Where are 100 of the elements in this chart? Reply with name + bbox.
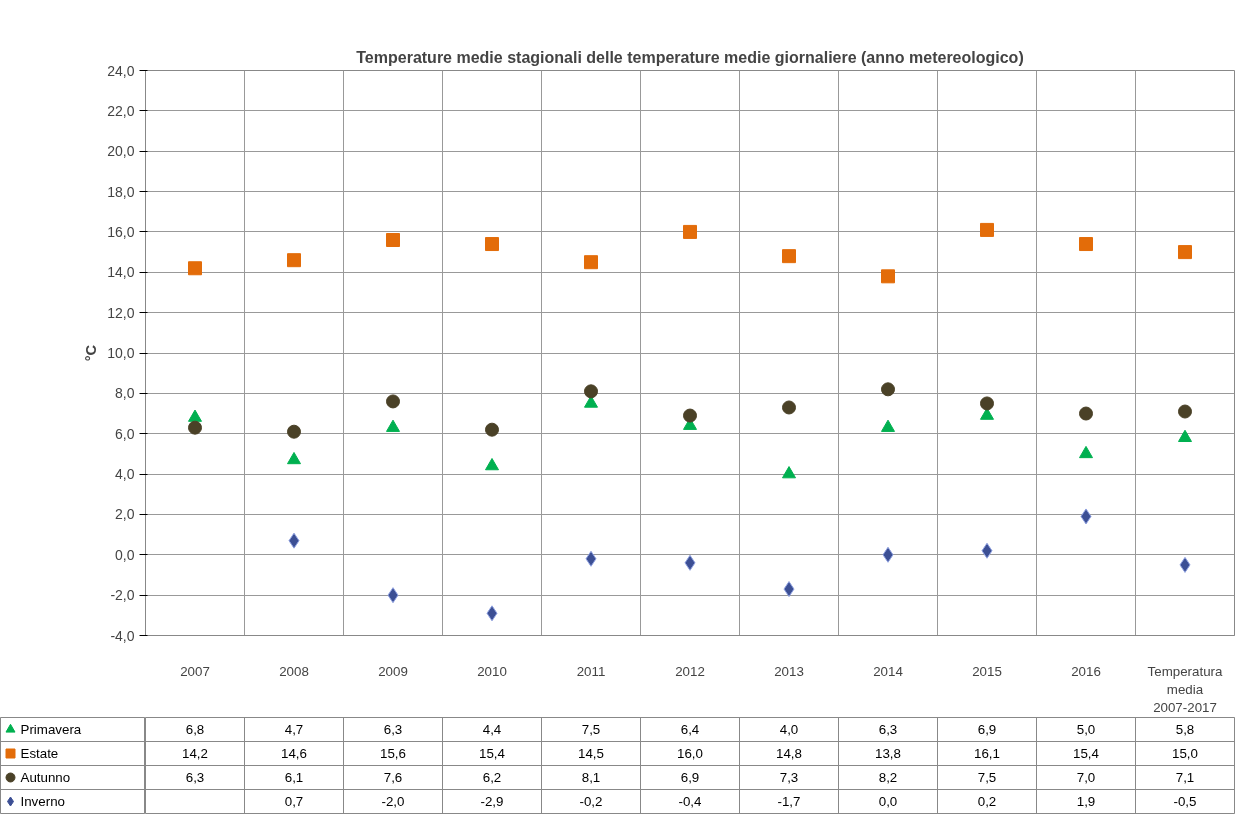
legend-label: Inverno: [20, 794, 65, 809]
data-label: 5,0: [1076, 722, 1096, 737]
data-label: 6,9: [680, 770, 700, 785]
point: [980, 222, 994, 237]
x-tick-label: 2010: [477, 663, 507, 679]
x-tick-label: 2011: [576, 663, 606, 679]
point: [683, 408, 697, 423]
point: [1178, 245, 1192, 260]
y-tick-label: 22,0: [107, 102, 135, 119]
point: [288, 532, 300, 549]
data-label: 4,7: [284, 722, 304, 737]
x-tick-label: 2008: [279, 663, 309, 679]
point: [287, 253, 301, 268]
legend-label: Primavera: [20, 722, 82, 737]
data-label: 0,2: [977, 794, 997, 809]
x-tick-label: 2009: [378, 663, 408, 679]
point: [287, 424, 301, 439]
data-label: 15,6: [380, 746, 406, 761]
data-label: 0,7: [284, 794, 304, 809]
data-label: 0,0: [878, 794, 898, 809]
data-label: 7,1: [1175, 770, 1195, 785]
data-label: 7,0: [1076, 770, 1096, 785]
data-label: 5,8: [1175, 722, 1195, 737]
legend-label: Estate: [20, 746, 59, 761]
data-label: 6,3: [185, 770, 205, 785]
point: [683, 224, 697, 239]
data-label: 1,9: [1076, 794, 1096, 809]
point: [188, 409, 202, 422]
data-label: 8,1: [581, 770, 601, 785]
y-tick-label: 16,0: [107, 223, 135, 240]
x-tick-label: Temperatura media 2007-2017: [1147, 663, 1223, 715]
point: [783, 581, 795, 598]
point: [287, 451, 301, 465]
x-tick-label: 2012: [675, 663, 705, 679]
point: [882, 546, 894, 563]
point: [386, 394, 400, 409]
point: [782, 400, 796, 415]
data-label: 8,2: [878, 770, 898, 785]
point: [485, 457, 499, 471]
point: [881, 269, 895, 284]
data-label: 14,2: [182, 746, 208, 761]
y-tick-label: 20,0: [107, 143, 135, 160]
point: [980, 396, 994, 411]
point: [485, 422, 499, 437]
point: [584, 384, 598, 399]
x-tick-label: 2007: [180, 663, 210, 679]
chart-title: Temperature medie stagionali delle temperature medie giornaliere (anno metereologico): [356, 48, 1024, 66]
data-label: -0,2: [579, 794, 603, 809]
data-label: 16,1: [974, 746, 1000, 761]
data-label: 6,3: [878, 722, 898, 737]
data-label: 14,5: [578, 746, 604, 761]
x-tick-label: 2013: [774, 663, 804, 679]
data-label: 4,0: [779, 722, 799, 737]
y-tick-label: -4,0: [110, 627, 135, 644]
x-tick-label: 2016: [1071, 663, 1101, 679]
point: [485, 237, 499, 252]
point: [881, 382, 895, 397]
point: [188, 261, 202, 276]
point: [981, 542, 993, 559]
data-label: 4,4: [482, 722, 502, 737]
point: [585, 550, 597, 567]
data-label: -0,4: [678, 794, 703, 809]
y-tick-label: 2,0: [115, 506, 135, 523]
legend-label: Autunno: [20, 770, 71, 785]
data-label: 15,4: [1073, 746, 1100, 761]
data-label: 6,8: [185, 722, 205, 737]
y-tick-label: 0,0: [115, 546, 135, 563]
y-tick-label: 8,0: [115, 385, 135, 402]
data-label: 6,2: [482, 770, 502, 785]
point: [1179, 556, 1191, 573]
data-label: 7,5: [977, 770, 997, 785]
data-label: -2,9: [480, 794, 504, 809]
data-label: -0,5: [1173, 794, 1197, 809]
point: [881, 419, 895, 432]
data-label: 15,4: [479, 746, 506, 761]
data-label: 7,3: [779, 770, 799, 785]
data-label: 6,1: [284, 770, 304, 785]
point: [1178, 429, 1192, 442]
data-label: 6,4: [680, 722, 700, 737]
point: [386, 419, 400, 432]
data-label: 7,6: [383, 770, 403, 785]
data-label: 6,3: [383, 722, 403, 737]
y-tick-label: 12,0: [107, 304, 135, 321]
y-tick-label: 14,0: [107, 264, 135, 281]
data-label: 15,0: [1172, 746, 1198, 761]
data-label: 14,6: [281, 746, 307, 761]
point: [387, 587, 399, 604]
y-tick-label: 18,0: [107, 183, 135, 200]
x-tick-label: 2014: [873, 663, 904, 679]
point: [584, 255, 598, 270]
data-label: 14,8: [776, 746, 802, 761]
y-tick-label: -2,0: [110, 587, 135, 604]
point: [188, 420, 202, 435]
y-tick-label: 10,0: [107, 345, 135, 361]
data-label: 13,8: [875, 746, 901, 761]
data-label: 6,9: [977, 722, 997, 737]
point: [980, 407, 994, 420]
point: [1080, 508, 1092, 525]
point: [684, 554, 696, 571]
data-label: -1,7: [777, 794, 801, 809]
